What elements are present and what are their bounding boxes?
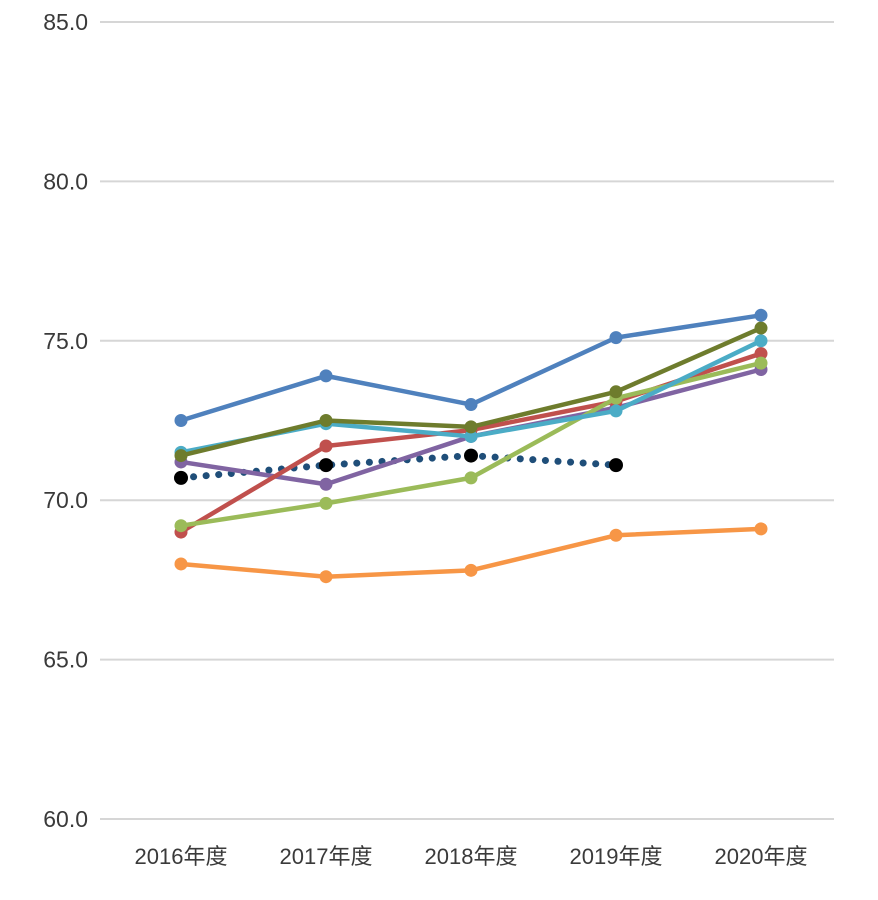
data-point-olive-2018年度 <box>464 420 478 434</box>
data-point-teal-2018年度 <box>464 429 478 443</box>
x-axis-category-label: 2018年度 <box>425 844 518 869</box>
data-point-teal-2020年度 <box>754 334 768 348</box>
data-point-blue-2018年度 <box>464 398 478 412</box>
data-point-orange-2017年度 <box>319 570 333 584</box>
data-point-dotted-black-2017年度 <box>319 458 333 473</box>
y-axis-tick-label: 85.0 <box>43 9 88 35</box>
series-line-light-green <box>178 360 764 528</box>
data-point-red-2020年度 <box>754 347 768 361</box>
x-axis-category-label: 2020年度 <box>715 844 808 869</box>
data-point-light-green-2016年度 <box>174 519 188 533</box>
data-point-olive-2016年度 <box>174 449 188 463</box>
y-axis-tick-label: 70.0 <box>43 487 88 513</box>
data-point-dotted-black-2016年度 <box>174 470 188 485</box>
y-axis-tick-label: 75.0 <box>43 328 88 354</box>
y-axis-tick-label: 60.0 <box>43 806 88 832</box>
data-point-light-green-2018年度 <box>464 471 478 485</box>
data-point-olive-2017年度 <box>319 414 333 427</box>
data-point-dotted-black-2018年度 <box>464 448 478 463</box>
x-axis-category-label: 2016年度 <box>135 844 228 869</box>
data-point-light-green-2017年度 <box>319 496 333 510</box>
data-point-olive-2020年度 <box>754 321 768 335</box>
data-point-orange-2020年度 <box>754 522 768 536</box>
data-point-purple-2017年度 <box>319 477 333 491</box>
data-point-olive-2019年度 <box>609 385 623 399</box>
data-point-orange-2019年度 <box>609 528 623 542</box>
y-axis-tick-label: 65.0 <box>43 647 88 673</box>
data-point-blue-2020年度 <box>754 308 768 322</box>
data-point-light-green-2020年度 <box>754 356 768 370</box>
x-axis-category-label: 2017年度 <box>280 844 373 869</box>
data-point-blue-2016年度 <box>174 414 188 427</box>
data-point-red-2017年度 <box>319 439 333 453</box>
y-axis-tick-label: 80.0 <box>43 168 88 194</box>
data-point-dotted-black-2019年度 <box>609 458 623 473</box>
data-point-blue-2017年度 <box>319 369 333 383</box>
data-point-orange-2016年度 <box>174 557 188 571</box>
x-axis-category-label: 2019年度 <box>570 844 663 869</box>
data-point-orange-2018年度 <box>464 563 478 577</box>
data-point-blue-2019年度 <box>609 331 623 345</box>
data-point-teal-2019年度 <box>609 404 623 418</box>
